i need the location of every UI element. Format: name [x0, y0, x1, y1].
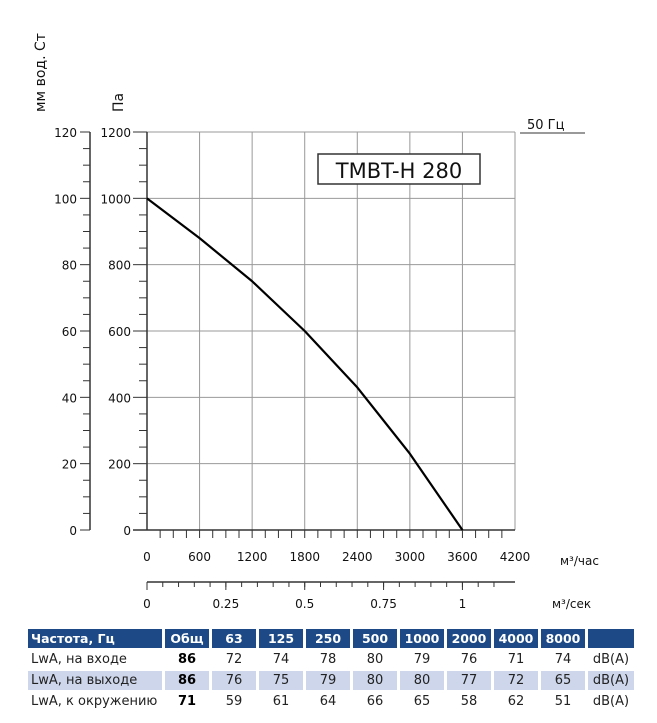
table-cell: 66: [366, 694, 384, 709]
table-cell: 79: [413, 652, 431, 667]
x-axis-label: м³/час: [560, 554, 599, 568]
table-cell: 74: [554, 652, 572, 667]
y-tick-label: 0: [123, 524, 131, 538]
title-box: [317, 153, 481, 185]
table-cell: 58: [460, 694, 478, 709]
header-cell: Общ: [165, 629, 209, 648]
header-cell: Частота, Гц: [28, 629, 162, 648]
table-cell: LwA, на выходе: [28, 671, 162, 690]
table-cell: 71: [507, 652, 525, 667]
table-cell: dB(A): [592, 694, 630, 709]
header-cell: 125: [259, 629, 303, 648]
header-cell: 500: [353, 629, 397, 648]
table-cell: 77: [447, 671, 491, 690]
y-tick-label: 1000: [100, 192, 131, 206]
table-cell: 59: [225, 694, 243, 709]
x2-tick-label: 0.75: [370, 597, 397, 611]
x-tick-label: 0: [143, 550, 151, 564]
table-header: Частота, Гц Общ 63 125 250 500 1000 2000…: [28, 629, 634, 648]
y2-tick-label: 80: [62, 259, 77, 273]
header-cell: 63: [212, 629, 256, 648]
header-cell: 8000: [541, 629, 585, 648]
x-tick-label: 4200: [500, 550, 531, 564]
y-tick-label: 200: [108, 458, 131, 472]
y2-tick-label: 0: [69, 524, 77, 538]
table-cell: dB(A): [588, 671, 634, 690]
x2-tick-label: 0.25: [212, 597, 239, 611]
table-cell: 51: [554, 694, 572, 709]
chart-title: TMBT-H 280: [335, 159, 462, 183]
table-cell: 80: [366, 652, 384, 667]
header-cell: 4000: [494, 629, 538, 648]
y2-tick-label: 20: [62, 458, 77, 472]
table-cell: 76: [460, 652, 478, 667]
frequency-label: 50 Гц: [527, 118, 565, 133]
header-cell: 250: [306, 629, 350, 648]
table-cell: 65: [413, 694, 431, 709]
x-tick-label: 3600: [447, 550, 478, 564]
x2-tick-label: 0: [143, 597, 151, 611]
table-cell: dB(A): [592, 652, 630, 667]
table-cell: LwA, на входе: [31, 652, 127, 667]
y2-tick-label: 120: [54, 126, 77, 140]
table-cell: 75: [259, 671, 303, 690]
sound-power-table: Частота, Гц Общ 63 125 250 500 1000 2000…: [25, 627, 637, 713]
table-cell: 72: [225, 652, 243, 667]
header-cell: [588, 629, 634, 648]
y-axis-label: Па: [111, 93, 127, 112]
x-tick-label: 2400: [342, 550, 373, 564]
y2-tick-label: 40: [62, 391, 77, 405]
table-row: LwA, на входе 86 72 74 78 80 79 76 71 74 dB(A): [28, 650, 634, 669]
table-row: LwA, к окружению 71 59 61 64 66 65 58 62 51 dB(A): [28, 692, 634, 711]
y-tick-label: 800: [108, 259, 131, 273]
table-cell: 65: [541, 671, 585, 690]
x2-tick-label: 0.5: [295, 597, 314, 611]
table-cell: 61: [272, 694, 290, 709]
table-cell: 72: [494, 671, 538, 690]
table-cell: 62: [507, 694, 525, 709]
x-tick-label: 1800: [289, 550, 320, 564]
table-cell: 80: [353, 671, 397, 690]
table-cell: 71: [177, 694, 197, 709]
y2-tick-label: 100: [54, 192, 77, 206]
y2-tick-label: 60: [62, 325, 77, 339]
table-cell: LwA, к окружению: [31, 694, 158, 709]
y-tick-label: 1200: [100, 126, 131, 140]
table-cell: 64: [319, 694, 337, 709]
y-tick-label: 400: [108, 391, 131, 405]
x2-tick-label: 1: [459, 597, 467, 611]
x2-axis-label: м³/сек: [552, 597, 591, 611]
x-tick-label: 600: [188, 550, 211, 564]
table-cell: 78: [319, 652, 337, 667]
y-left-axis-label: мм вод. Ст: [33, 33, 49, 112]
x-tick-label: 1200: [237, 550, 268, 564]
table-cell: 86: [165, 671, 209, 690]
table-cell: 74: [272, 652, 290, 667]
pressure-flow-chart: 0 600 1200 1800 2400 3000 3600 4200020040060080…: [33, 33, 599, 611]
table-cell: 76: [212, 671, 256, 690]
table-cell: 79: [306, 671, 350, 690]
table-cell: 86: [177, 652, 197, 667]
header-cell: 1000: [400, 629, 444, 648]
y-tick-label: 600: [108, 325, 131, 339]
header-cell: 2000: [447, 629, 491, 648]
table-row: LwA, на выходе 86 76 75 79 80 80 77 72 65 dB(A): [28, 671, 634, 690]
table-cell: 80: [400, 671, 444, 690]
x-tick-label: 3000: [395, 550, 426, 564]
